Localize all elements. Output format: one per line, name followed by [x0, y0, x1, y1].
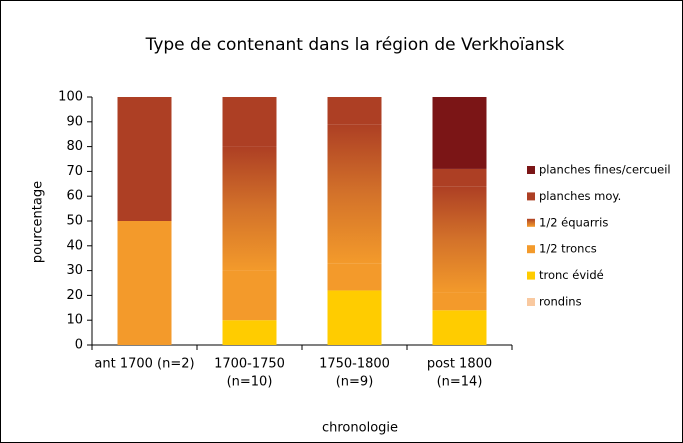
legend-swatch [527, 298, 535, 306]
x-tick-label: post 1800 [427, 357, 492, 372]
y-tick-label: 70 [66, 164, 83, 179]
bar-segment [432, 186, 487, 293]
bar-segment [432, 168, 487, 187]
x-tick-label: ant 1700 (n=2) [94, 357, 194, 372]
y-tick-label: 20 [66, 288, 83, 303]
bar-segment [327, 263, 382, 291]
legend-swatch [527, 192, 535, 201]
bar-segment [327, 124, 382, 264]
legend-label: planches fines/cercueil [539, 163, 671, 177]
bar-segment [432, 97, 487, 169]
y-tick-label: 30 [66, 263, 83, 278]
bar-segment [117, 97, 172, 221]
x-tick-label: 1750-1800 [319, 357, 390, 372]
legend-swatch [527, 271, 535, 280]
legend-label: tronc évidé [539, 268, 604, 282]
legend-label: 1/2 équarris [539, 215, 608, 229]
x-tick-label: (n=9) [336, 375, 374, 390]
bar-segment [222, 320, 277, 345]
legend-swatch [527, 166, 535, 174]
chart-title: Type de contenant dans la région de Verk… [145, 35, 565, 55]
y-axis-label: pourcentage [31, 181, 46, 263]
y-tick-label: 10 [66, 313, 83, 328]
bar-segment [327, 97, 382, 125]
bar-segment [327, 290, 382, 345]
x-tick-label: 1700-1750 [214, 357, 285, 372]
y-tick-label: 60 [66, 189, 83, 204]
bar-segment [117, 221, 172, 345]
x-tick-label: (n=10) [227, 375, 273, 390]
bar-segment [222, 146, 277, 271]
x-tick-label: (n=14) [437, 375, 483, 390]
y-tick-label: 90 [66, 114, 83, 129]
legend-label: planches moy. [539, 189, 621, 203]
bar-segment [432, 310, 487, 345]
legend-label: rondins [539, 295, 582, 309]
bar-segment [222, 97, 277, 147]
legend-swatch [527, 218, 535, 227]
bar-segment [432, 292, 487, 311]
y-tick-label: 0 [75, 338, 83, 353]
legend-label: 1/2 troncs [539, 242, 597, 256]
y-tick-label: 100 [58, 90, 83, 105]
bar-segment [222, 270, 277, 321]
y-tick-label: 50 [66, 214, 83, 229]
x-axis-label: chronologie [322, 421, 398, 436]
y-tick-label: 80 [66, 139, 83, 154]
y-tick-label: 40 [66, 238, 83, 253]
legend-swatch [527, 245, 535, 254]
